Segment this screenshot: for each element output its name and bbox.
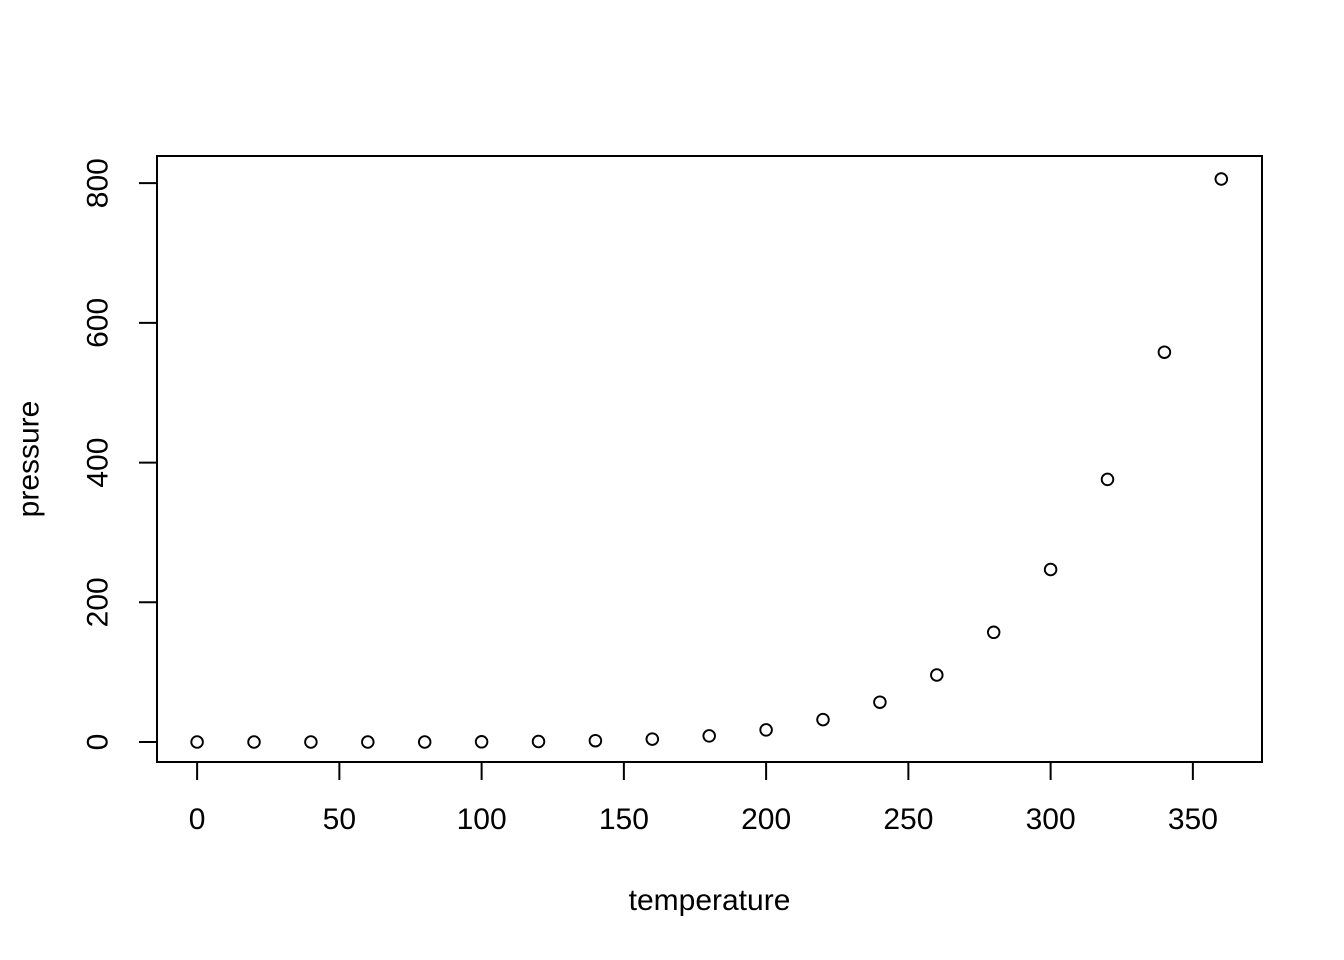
data-point — [645, 732, 660, 746]
data-point — [247, 735, 261, 749]
y-axis-tick-label: 600 — [82, 298, 115, 348]
data-point — [1100, 472, 1115, 487]
data-point — [588, 733, 603, 748]
data-point — [304, 735, 318, 749]
data-point — [531, 734, 546, 749]
x-axis-tick-label: 200 — [741, 803, 791, 836]
x-axis-tick-label: 50 — [323, 803, 356, 836]
data-point — [361, 735, 375, 749]
x-axis-tick-label: 150 — [599, 803, 649, 836]
data-point — [759, 723, 773, 737]
y-axis-tick-label: 400 — [82, 438, 115, 488]
data-point — [417, 735, 432, 749]
y-axis-tick-label: 0 — [82, 734, 115, 751]
x-axis-tick-label: 250 — [883, 803, 933, 836]
y-axis-title: pressure — [13, 401, 46, 518]
data-point — [1043, 562, 1058, 577]
data-point — [986, 625, 1001, 640]
x-axis-tick-label: 300 — [1026, 803, 1076, 836]
data-point — [702, 729, 716, 743]
data-point — [1157, 345, 1172, 359]
data-point — [930, 668, 944, 682]
x-axis-tick-label: 100 — [457, 803, 507, 836]
x-axis-tick-label: 0 — [189, 803, 206, 836]
x-axis-tick-label: 350 — [1168, 803, 1218, 836]
y-axis-tick-label: 800 — [82, 158, 115, 208]
data-point — [474, 735, 489, 749]
plot-border — [156, 155, 1263, 763]
data-point — [190, 735, 204, 749]
y-axis-tick-label: 200 — [82, 577, 115, 627]
x-axis-title: temperature — [629, 884, 791, 917]
data-point — [816, 712, 830, 727]
data-point — [873, 695, 887, 709]
data-point — [1214, 172, 1229, 186]
